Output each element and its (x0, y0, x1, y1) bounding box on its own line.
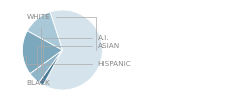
Text: A.I.: A.I. (43, 35, 109, 78)
Text: WHITE: WHITE (27, 14, 96, 50)
Text: HISPANIC: HISPANIC (26, 55, 131, 67)
Wedge shape (30, 50, 62, 82)
Wedge shape (27, 12, 62, 50)
Wedge shape (43, 10, 102, 90)
Text: BLACK: BLACK (27, 27, 50, 86)
Wedge shape (39, 50, 62, 85)
Text: ASIAN: ASIAN (37, 43, 120, 73)
Wedge shape (22, 31, 62, 74)
